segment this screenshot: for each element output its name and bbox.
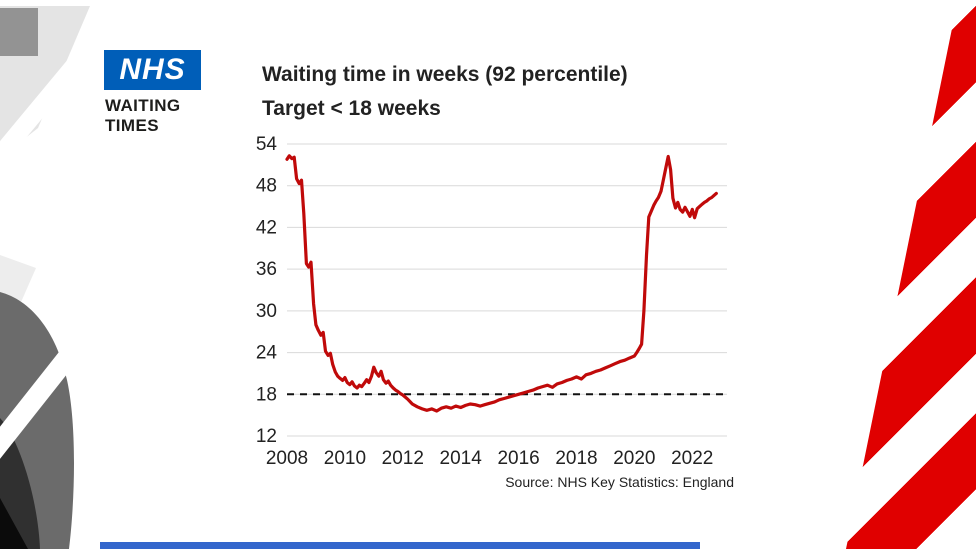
program-title: WAITING TIMES bbox=[105, 96, 181, 136]
x-tick-label: 2018 bbox=[555, 448, 597, 469]
y-tick-label: 12 bbox=[256, 426, 277, 447]
x-tick-label: 2016 bbox=[497, 448, 539, 469]
y-tick-label: 36 bbox=[256, 259, 277, 280]
y-tick-label: 24 bbox=[256, 343, 278, 364]
x-tick-label: 2020 bbox=[613, 448, 655, 469]
nhs-logo: NHS bbox=[104, 50, 201, 90]
x-tick-label: 2022 bbox=[671, 448, 713, 469]
photo-fragment-mid bbox=[0, 255, 36, 322]
chart-title-line1: Waiting time in weeks (92 percentile) bbox=[262, 63, 628, 86]
waiting-times-chart: 12 18 24 30 36 42 48 54 2008 2010 2012 2014 2016 2018… bbox=[242, 128, 742, 490]
x-tick-label: 2014 bbox=[440, 448, 483, 469]
y-tick-label: 54 bbox=[256, 134, 278, 155]
x-tick-label: 2010 bbox=[324, 448, 366, 469]
waiting-times-chart-svg: 12 18 24 30 36 42 48 54 2008 2010 2012 2014 2016 2018… bbox=[256, 134, 727, 469]
program-title-line1: WAITING bbox=[105, 96, 181, 115]
person-silhouette bbox=[0, 292, 74, 549]
chart-title-line2: Target < 18 weeks bbox=[262, 96, 441, 120]
diagonal-slash-bottom bbox=[0, 289, 124, 459]
series-line bbox=[285, 154, 718, 413]
source-attribution: Source: NHS Key Statistics: England bbox=[505, 474, 734, 490]
y-tick-label: 48 bbox=[256, 176, 277, 197]
bottom-bar bbox=[100, 542, 700, 549]
chart-title: Waiting time in weeks (92 percentile) Ta… bbox=[262, 58, 628, 125]
person-shoulder-shadow bbox=[0, 418, 40, 549]
nhs-logo-text: NHS bbox=[119, 53, 186, 86]
person-dark-corner bbox=[0, 498, 28, 549]
y-tick-label: 42 bbox=[256, 217, 277, 238]
x-tick-label: 2008 bbox=[266, 448, 308, 469]
diagonal-slash-top bbox=[0, 24, 111, 170]
photo-fragment-corner bbox=[0, 8, 38, 56]
y-tick-label: 30 bbox=[256, 301, 277, 322]
y-tick-label: 18 bbox=[256, 384, 277, 405]
program-title-line2: TIMES bbox=[105, 116, 159, 136]
photo-fragment-top bbox=[0, 6, 90, 158]
right-stripes bbox=[846, 0, 976, 549]
x-tick-label: 2012 bbox=[382, 448, 424, 469]
